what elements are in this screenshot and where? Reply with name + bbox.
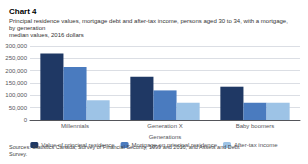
svg-text:Generation X: Generation X — [147, 123, 182, 129]
svg-text:250,000: 250,000 — [5, 55, 27, 61]
svg-text:Millennials: Millennials — [61, 123, 89, 129]
svg-text:150,000: 150,000 — [5, 80, 27, 86]
svg-text:Generations: Generations — [149, 134, 182, 140]
svg-text:Sources: Statistics Canada, Su: Sources: Statistics Canada, Survey of Fi… — [9, 144, 241, 150]
svg-text:100,000: 100,000 — [5, 92, 27, 98]
svg-text:200,000: 200,000 — [5, 68, 27, 74]
svg-text:Chart 4: Chart 4 — [9, 7, 37, 16]
svg-text:median values, 2016 dollars: median values, 2016 dollars — [9, 32, 84, 38]
svg-text:300,000: 300,000 — [5, 43, 27, 49]
svg-text:Survey.: Survey. — [9, 151, 28, 157]
svg-text:50,000: 50,000 — [9, 105, 28, 111]
svg-text:After-tax income: After-tax income — [234, 142, 278, 148]
svg-text:Principal residence values, mo: Principal residence values, mortgage deb… — [9, 18, 288, 24]
svg-text:0: 0 — [24, 117, 28, 123]
svg-text:by generation: by generation — [9, 25, 45, 31]
svg-text:Baby boomers: Baby boomers — [236, 123, 275, 129]
